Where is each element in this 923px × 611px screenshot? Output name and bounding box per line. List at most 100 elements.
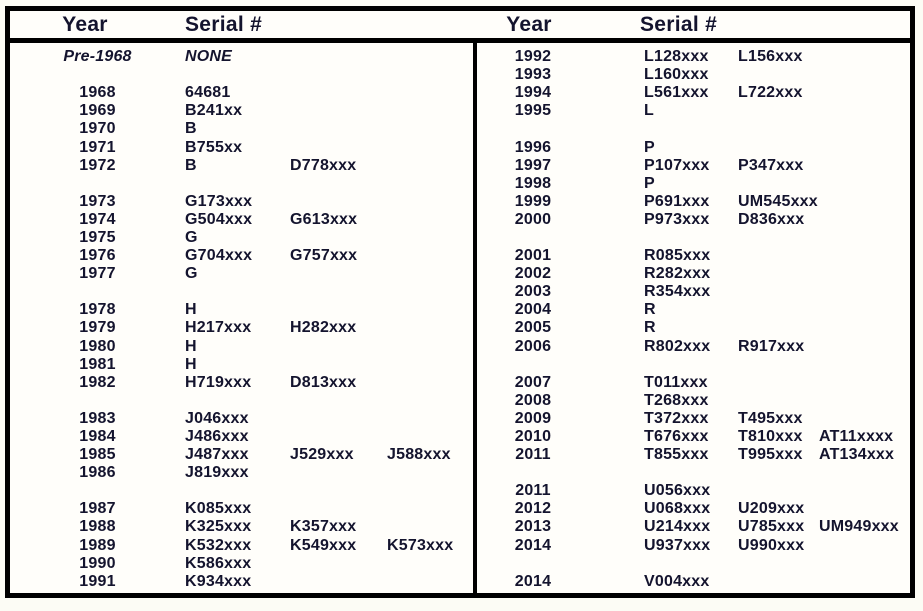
serial-cell-1: K325xxx [185,518,252,536]
serial-cell-1: B [185,156,197,174]
serial-cell-1: U068xxx [644,500,711,518]
table-row: 1970 B [10,120,473,138]
year-cell: Pre-1968 [63,48,132,66]
serial-cell-1: L561xxx [644,84,709,102]
serial-cell-1: T676xxx [644,428,709,446]
table-row: 2005 R [477,319,906,337]
table-row: 2003 R354xxx [477,283,906,301]
serial-cell-2: K549xxx [290,536,357,554]
serial-cell-1: J046xxx [185,409,249,427]
table-row: 1980 H [10,338,473,356]
header-left-half: Year Serial # [10,11,473,38]
year-cell: 1978 [79,301,116,319]
serial-cell-2: H282xxx [290,319,357,337]
year-cell: 1976 [79,247,116,265]
serial-cell-2: U990xxx [738,536,805,554]
serial-cell-1: 64681 [185,84,231,102]
table-row [477,356,906,374]
serial-cell-1: B755xx [185,138,243,156]
table-row: 1984 J486xxx [10,428,473,446]
table-row [10,283,473,301]
year-cell: 2000 [514,210,552,228]
serial-cell-1: V004xxx [644,572,710,590]
serial-cell-1: G173xxx [185,192,253,210]
table-row: 1971 B755xx [10,138,473,156]
table-row: 1972 B D778xxx [10,157,473,175]
serial-cell-1: G [185,265,198,283]
serial-cell-2: L722xxx [738,84,803,102]
serial-cell-2: T495xxx [738,409,803,427]
serial-cell-2: G757xxx [290,247,358,265]
serial-cell-3: AT134xxx [819,446,895,464]
table-row [477,464,906,482]
serial-cell-1: H [185,301,197,319]
serial-cell-1: L [644,102,654,120]
year-cell: 2007 [514,373,552,391]
year-cell: 1990 [79,554,116,572]
table-row [477,120,906,138]
table-row: 2012 U068xxx U209xxx [477,500,906,518]
serial-cell-1: K934xxx [185,572,252,590]
serial-cell-1: P691xxx [644,192,710,210]
table-row: 2006 R802xxx R917xxx [477,338,906,356]
year-cell: 1969 [79,102,116,120]
table-row: 1979 H217xxx H282xxx [10,319,473,337]
table-row: 1978 H [10,301,473,319]
year-cell: 1981 [79,355,116,373]
serial-column-header-right: Serial # [640,13,718,36]
serial-cell-1: B241xx [185,102,243,120]
year-cell: 1971 [79,138,116,156]
year-cell: 2014 [514,572,552,590]
serial-cell-1: P107xxx [644,156,710,174]
serial-cell-3: AT11xxxx [819,428,894,446]
table-row: 1990 K586xxx [10,555,473,573]
serial-cell-1: U937xxx [644,536,711,554]
table-row: 2009 T372xxx T495xxx [477,410,906,428]
table-row [10,482,473,500]
serial-cell-2: D778xxx [290,156,357,174]
table-row: 2002 R282xxx [477,265,906,283]
serial-cell-2: T810xxx [738,428,803,446]
year-cell: 1979 [79,319,116,337]
year-cell: 1997 [514,156,552,174]
year-cell: 1986 [79,464,116,482]
year-cell: 1977 [79,265,116,283]
serial-cell-1: G [185,228,198,246]
year-cell: 2011 [515,446,551,464]
table-row: 2011 U056xxx [477,482,906,500]
year-cell: 1998 [514,174,552,192]
serial-cell-1: P973xxx [644,210,710,228]
table-row [477,229,906,247]
table-row: 2001 R085xxx [477,247,906,265]
serial-cell-1: J819xxx [185,464,249,482]
year-cell: 2013 [514,518,552,536]
serial-cell-1: G504xxx [185,210,253,228]
serial-cell-1: NONE [185,48,233,66]
serial-cell-1: J486xxx [185,428,249,446]
serial-cell-1: H [185,337,197,355]
serial-cell-2: U785xxx [738,518,805,536]
serial-cell-2: L156xxx [738,48,803,66]
table-frame: Year Serial # Year Serial # Pre-1968 NON… [5,6,915,598]
table-row: 1985 J487xxx J529xxx J588xxx [10,446,473,464]
table-row: 2010 T676xxx T810xxx AT11xxxx [477,428,906,446]
serial-cell-1: K532xxx [185,536,252,554]
year-cell: 1982 [79,373,116,391]
table-row: 1981 H [10,356,473,374]
year-cell: 2011 [515,482,551,500]
right-table-column: 1992 L128xxx L156xxx 1993 L160xxx 1994 L… [473,43,906,593]
table-row: 1973 G173xxx [10,193,473,211]
serial-cell-2: D836xxx [738,210,805,228]
left-table-column: Pre-1968 NONE 1968 64681 1969 B241xx 197… [10,43,473,593]
year-cell: 1983 [79,409,116,427]
table-row: 1992 L128xxx L156xxx [477,48,906,66]
year-cell: 1987 [79,500,116,518]
serial-cell-2: K357xxx [290,518,357,536]
serial-cell-2: UM545xxx [738,192,818,210]
serial-column-header-left: Serial # [185,13,263,36]
serial-cell-3: K573xxx [387,536,454,554]
year-cell: 1989 [79,536,116,554]
serial-cell-1: L128xxx [644,48,709,66]
table-row [477,555,906,573]
